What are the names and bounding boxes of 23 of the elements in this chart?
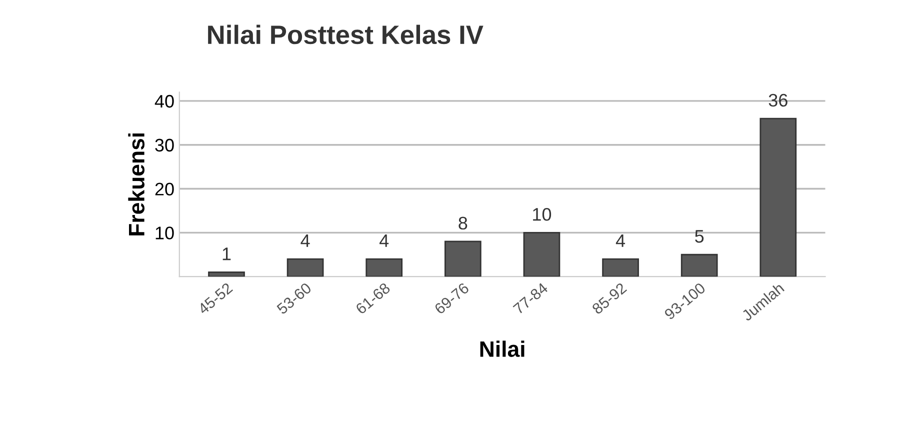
y-tick-label: 40 <box>154 94 174 108</box>
data-label: 4 <box>300 234 310 247</box>
bar <box>208 271 245 277</box>
data-label: 1 <box>222 248 231 260</box>
data-label: 8 <box>458 216 468 230</box>
data-label: 4 <box>616 234 626 247</box>
data-label: 4 <box>380 234 389 247</box>
x-axis-title: Nilai <box>480 340 524 357</box>
chart-title: Nilai Posttest Kelas IV <box>208 24 484 44</box>
y-tick-label: 30 <box>155 138 174 152</box>
data-label: 5 <box>695 230 704 243</box>
y-tick-label: 20 <box>155 182 174 196</box>
bar <box>523 232 560 277</box>
bar <box>444 240 482 277</box>
bar <box>680 254 718 277</box>
bar <box>602 258 639 277</box>
bar <box>286 258 324 277</box>
data-label: 36 <box>768 94 788 107</box>
data-label: 10 <box>533 208 552 221</box>
y-tick-label: 10 <box>156 226 174 240</box>
bar <box>366 258 403 277</box>
y-axis-title: Frekuensi <box>128 133 145 236</box>
bar <box>760 118 797 277</box>
